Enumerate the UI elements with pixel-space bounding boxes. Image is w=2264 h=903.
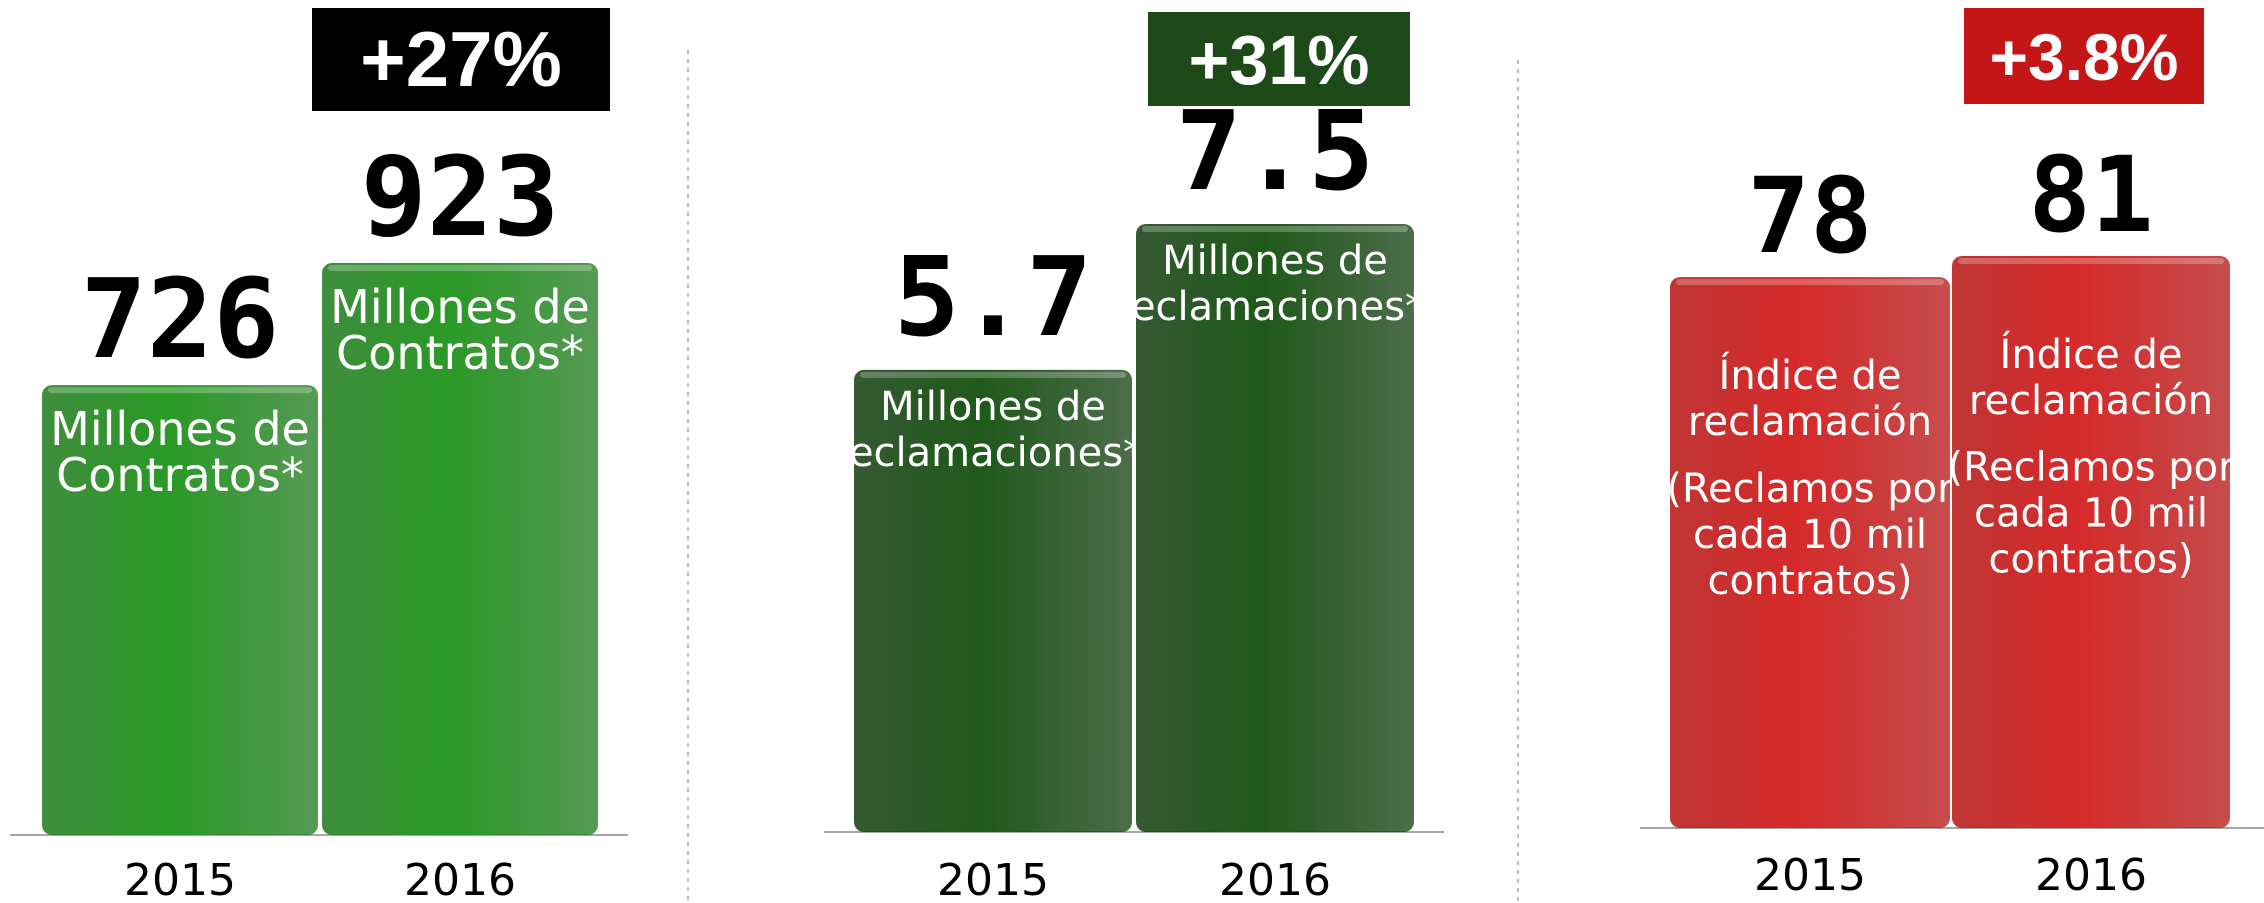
change-badge-text: +27% [360,15,562,103]
bar-highlight [48,387,312,394]
bar-label: Millones de Reclamaciones** [823,384,1163,476]
year-label: 2016 [2035,850,2147,901]
year-label: 2016 [404,855,516,903]
change-badge [1964,8,2204,104]
bar-highlight [1958,258,2224,264]
bar-2015 [1670,277,1950,828]
value-label: 923 [361,133,560,261]
change-badge [312,8,610,111]
bar-highlight [860,371,1126,378]
bar-label: Millones de Contratos* [330,280,590,380]
year-label: 2016 [1219,855,1331,903]
value-label: 78 [1747,155,1872,277]
change-badge [1148,12,1410,106]
bar-2016 [322,263,598,835]
bar-2016 [1952,256,2230,828]
change-badge-text: +31% [1189,21,1370,99]
value-label: 726 [81,255,280,383]
bar-label: Millones de Reclamaciones** [1105,238,1445,330]
value-label: 7.5 [1176,87,1375,215]
bar-2016 [1136,224,1414,832]
bar-label: Índice de reclamación (Reclamos por cada 10… [1666,351,1954,604]
year-label: 2015 [124,855,236,903]
year-label: 2015 [937,855,1049,903]
bar-highlight [1676,279,1944,286]
bar-highlight [1142,226,1408,232]
year-label: 2015 [1754,850,1866,901]
bar-2015 [42,385,318,835]
bar-highlight [328,265,592,271]
change-badge-text: +3.8% [1990,20,2179,94]
bar-label: Índice de reclamación (Reclamos por cada 10… [1947,330,2235,583]
value-label: 81 [2028,134,2153,256]
bar-label: Millones de Contratos* [50,402,310,502]
value-label: 5.7 [894,233,1093,361]
bar-2015 [854,369,1132,832]
